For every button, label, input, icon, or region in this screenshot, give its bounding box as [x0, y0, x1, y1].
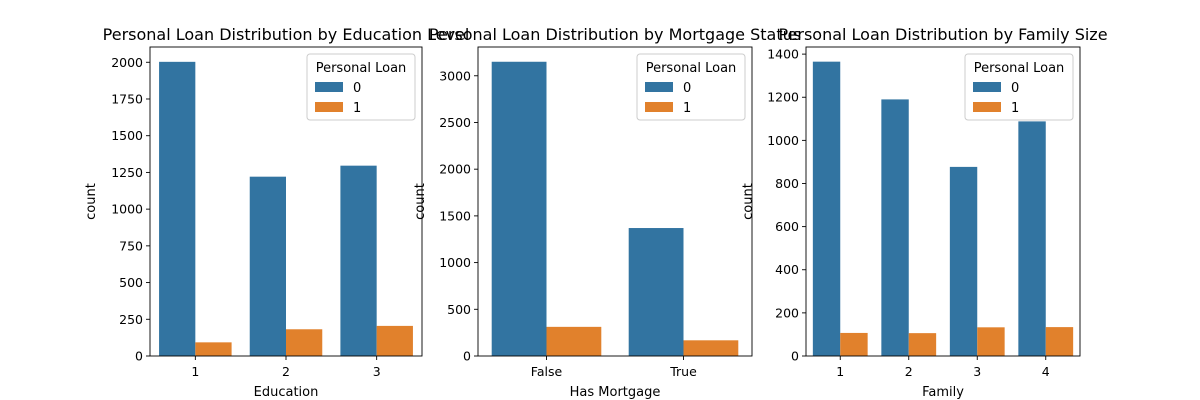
y-tick-label: 1250	[111, 165, 143, 180]
y-tick-label: 750	[119, 238, 143, 253]
y-tick-label: 2000	[439, 162, 471, 177]
legend: Personal Loan 0 1	[636, 53, 746, 121]
bar-2-loan-1	[286, 329, 323, 356]
y-tick-label: 500	[119, 275, 143, 290]
x-tick-label: 4	[1042, 364, 1050, 379]
legend-swatch-1	[645, 102, 673, 112]
legend: Personal Loan 0 1	[964, 53, 1074, 121]
y-tick-label: 200	[775, 305, 799, 320]
y-tick-label: 0	[463, 349, 471, 364]
y-tick-label: 3000	[439, 68, 471, 83]
y-tick-label: 1000	[767, 133, 799, 148]
x-tick-label: 1	[836, 364, 844, 379]
legend-entry-0: 0	[683, 81, 691, 96]
y-tick-label: 1000	[111, 202, 143, 217]
y-tick-label: 0	[135, 349, 143, 364]
x-tick-label: 3	[373, 364, 381, 379]
chart-title-3: Personal Loan Distribution by Family Siz…	[778, 25, 1107, 44]
legend-entry-1: 1	[683, 101, 691, 116]
chart-panel-3: 0 200 400 600 800 1000 1200 1400 1 2 3 4 Family count…	[741, 46, 1081, 400]
axes-frame	[477, 46, 753, 357]
legend-swatch-1	[973, 102, 1001, 112]
y-tick-label: 0	[791, 349, 799, 364]
legend-entry-0: 0	[353, 81, 361, 96]
legend-entry-1: 1	[353, 101, 361, 116]
legend-swatch-1	[315, 102, 343, 112]
legend-swatch-0	[973, 82, 1001, 92]
x-tick-label: 2	[282, 364, 290, 379]
bar-4-loan-0	[1018, 121, 1046, 356]
y-tick-label: 2000	[111, 55, 143, 70]
y-tick-label: 1750	[111, 91, 143, 106]
x-tick-label: False	[531, 364, 563, 379]
chart-panel-1: 0 250 500 750 1000 1250 1500 1750 2000 1 2 3 Educati…	[84, 46, 423, 400]
bar-1-loan-0	[812, 61, 841, 357]
x-axis-label: Has Mortgage	[570, 385, 661, 400]
bar-True-loan-0	[628, 228, 684, 356]
y-tick-label: 1500	[111, 128, 143, 143]
legend: Personal Loan 0 1	[306, 53, 416, 121]
bar-3-loan-1	[977, 327, 1005, 356]
x-axis-label: Family	[922, 385, 964, 400]
chart-panel-2: 0 500 1000 1500 2000 2500 3000 False True Has Mor…	[413, 46, 753, 400]
y-axis-label: count	[741, 183, 756, 220]
x-tick-label: True	[669, 364, 697, 379]
y-axis-label: count	[413, 183, 428, 220]
bar-True-loan-1	[683, 340, 739, 356]
legend-entry-0: 0	[1011, 81, 1019, 96]
x-tick-label: 1	[191, 364, 199, 379]
legend-title: Personal Loan	[974, 61, 1065, 76]
y-tick-label: 500	[447, 302, 471, 317]
y-tick-label: 1500	[439, 208, 471, 223]
x-tick-label: 2	[905, 364, 913, 379]
y-axis-label: count	[84, 183, 99, 220]
bar-1-loan-1	[195, 342, 232, 356]
bar-False-loan-1	[546, 326, 602, 356]
legend-title: Personal Loan	[646, 61, 737, 76]
bar-3-loan-0	[949, 166, 978, 356]
chart-title-2: Personal Loan Distribution by Mortgage S…	[429, 25, 801, 44]
axes-frame	[805, 46, 1081, 357]
legend-entry-1: 1	[1011, 101, 1019, 116]
bar-2-loan-0	[249, 176, 286, 356]
y-tick-label: 800	[775, 176, 799, 191]
bar-2-loan-1	[908, 333, 937, 356]
bar-3-loan-0	[340, 165, 377, 356]
legend-swatch-0	[315, 82, 343, 92]
bar-4-loan-1	[1045, 327, 1074, 356]
y-tick-label: 2500	[439, 115, 471, 130]
x-tick-label: 3	[973, 364, 981, 379]
legend-title: Personal Loan	[316, 61, 407, 76]
y-tick-label: 400	[775, 262, 799, 277]
bar-3-loan-1	[376, 325, 413, 356]
y-tick-label: 1000	[439, 255, 471, 270]
y-tick-label: 1200	[767, 90, 799, 105]
x-axis-label: Education	[254, 385, 319, 400]
bar-2-loan-0	[881, 99, 909, 356]
bar-False-loan-0	[491, 61, 547, 357]
y-tick-label: 250	[119, 312, 143, 327]
y-tick-label: 600	[775, 219, 799, 234]
bar-1-loan-0	[159, 61, 196, 356]
legend-swatch-0	[645, 82, 673, 92]
chart-title-1: Personal Loan Distribution by Education …	[103, 25, 470, 44]
bar-1-loan-1	[840, 332, 868, 356]
y-tick-label: 1400	[767, 47, 799, 62]
